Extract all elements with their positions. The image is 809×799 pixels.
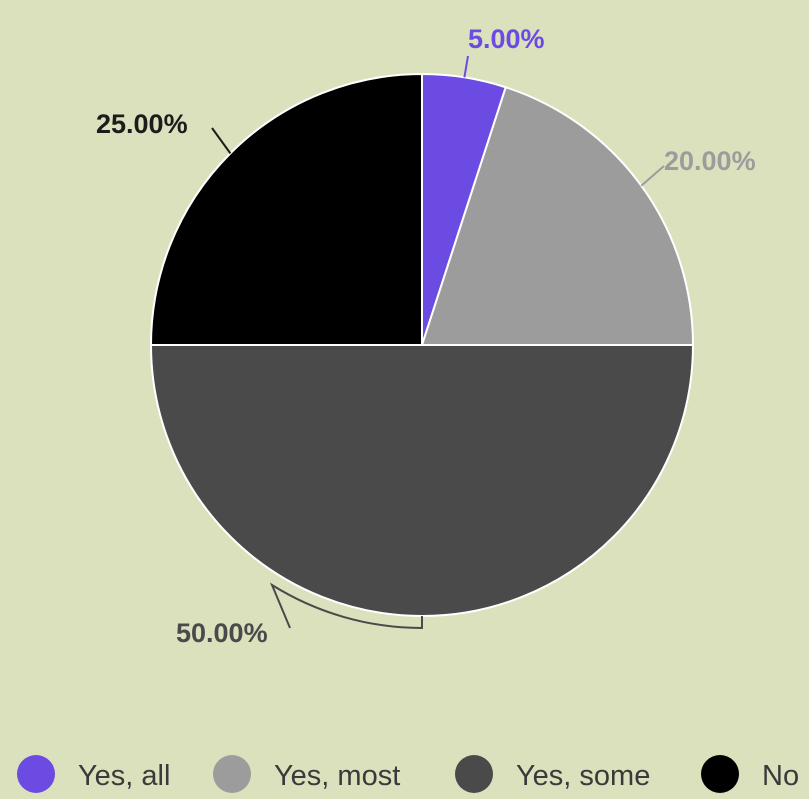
leader-lines-layer [211,55,665,630]
leader-line-yes-some [269,582,423,630]
slice-labels-layer: 5.00% 20.00% 50.00% 25.00% [96,24,756,648]
pie-slice-yes-most [420,86,695,346]
pie-slice-no [149,72,423,346]
legend-swatch-yes-all [17,755,55,793]
legend-swatch-no [701,755,739,793]
legend-label-yes-some: Yes, some [516,760,650,792]
slice-label-yes-most: 20.00% [664,146,756,176]
legend-item-yes-all[interactable]: Yes, all [17,755,170,793]
legend-label-no: No [762,760,799,792]
legend-item-yes-some[interactable]: Yes, some [455,755,650,793]
slice-label-yes-all: 5.00% [468,24,545,54]
slice-label-no: 25.00% [96,109,188,139]
legend-swatch-yes-most [213,755,251,793]
leader-line-yes-most [640,165,665,187]
legend-swatch-yes-some [455,755,493,793]
slices-layer [149,72,695,617]
legend-label-yes-all: Yes, all [78,760,170,792]
leader-line-no [211,127,232,154]
leader-line-yes-all [463,55,469,78]
legend: Yes, all Yes, most Yes, some No [17,755,799,793]
legend-item-yes-most[interactable]: Yes, most [213,755,400,793]
legend-item-no[interactable]: No [701,755,799,793]
slice-label-yes-some: 50.00% [176,618,268,648]
legend-label-yes-most: Yes, most [274,760,400,792]
pie-slice-yes-some [149,344,695,617]
